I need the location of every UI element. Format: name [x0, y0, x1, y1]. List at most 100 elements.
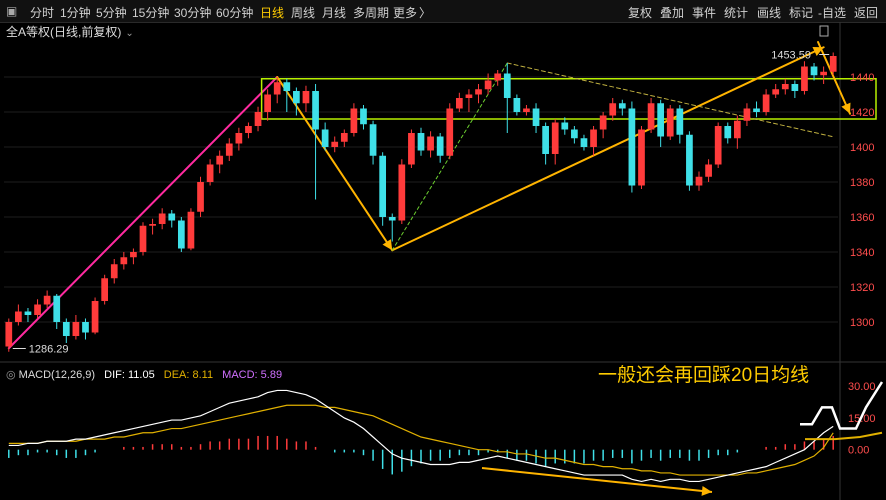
candle-body: [820, 71, 827, 76]
timeframe-7[interactable]: 周线: [291, 6, 316, 20]
candle: [43, 290, 51, 308]
candle-body: [733, 120, 741, 139]
candle: [638, 126, 645, 189]
candle: [820, 66, 827, 84]
forecast-arrow-head[interactable]: [841, 102, 851, 114]
macd-hist-value: MACD: 5.89: [222, 369, 283, 381]
candle: [340, 129, 348, 147]
candle: [24, 308, 32, 322]
candle: [369, 120, 377, 165]
price-tick-label: 1360: [850, 212, 874, 224]
forecast-arrow-line[interactable]: [817, 41, 851, 115]
timeframe-1[interactable]: 1分钟: [60, 6, 91, 20]
chevron-down-icon[interactable]: ⌄: [125, 28, 134, 39]
candle-body: [762, 94, 770, 112]
candle-body: [321, 129, 329, 147]
candle: [254, 106, 262, 132]
candle-body: [168, 213, 176, 221]
candle-body: [829, 56, 837, 72]
candle-body: [436, 136, 444, 156]
toolbar-button-0[interactable]: 复权: [628, 6, 653, 20]
candle-body: [724, 126, 732, 139]
annotation-overlays[interactable]: 1453.59 1286.29: [12, 50, 830, 356]
divergence-arrow-head[interactable]: [701, 485, 712, 496]
candle-body: [408, 133, 415, 165]
timeframe-3[interactable]: 15分钟: [132, 6, 170, 20]
candle: [571, 126, 578, 144]
chart-title-legend[interactable]: 全A等权(日线,前复权) ⌄: [6, 23, 134, 40]
toolbar-button-4[interactable]: 画线: [757, 6, 782, 20]
candle-body: [5, 322, 13, 347]
candle: [436, 133, 444, 163]
candle: [762, 89, 770, 116]
more-arrow-icon[interactable]: 〉: [419, 6, 432, 20]
drop-arrow-head[interactable]: [382, 239, 393, 251]
timeframe-10[interactable]: 更多: [393, 6, 418, 20]
high-price-label: 1453.59: [771, 50, 811, 62]
candle: [695, 171, 703, 191]
price-axis: 1440 1420 1400 1380 1360 1340 1320 1300: [850, 72, 874, 329]
candle-body: [177, 220, 185, 249]
period-toolbar: 分时 1分钟 5分钟 15分钟 30分钟 60分钟 日线 周线 月线 多周期 更多〉 ▣ 复权 叠加 事件统…: [0, 0, 886, 23]
toolbar-button-5[interactable]: 标记: [789, 6, 814, 20]
candle: [91, 297, 99, 335]
candle: [724, 122, 732, 144]
macd-menu-icon[interactable]: ◎: [6, 369, 16, 381]
candle: [772, 84, 780, 98]
candle: [446, 103, 454, 160]
candle-body: [101, 278, 109, 301]
candle-body: [245, 126, 252, 133]
rise-arrow-line[interactable]: [391, 46, 825, 252]
toolbar-button-7[interactable]: 返回: [854, 6, 879, 20]
chart-canvas[interactable]: 1453.59 1286.29 1440142014001380136013401…: [0, 22, 886, 500]
toolbar-button-1[interactable]: 叠加: [660, 6, 685, 20]
candle: [5, 318, 13, 352]
timeframe-0[interactable]: 分时: [30, 6, 55, 20]
candle-body: [206, 164, 214, 182]
toolbar-button-6[interactable]: -自选: [818, 6, 846, 20]
timeframe-8[interactable]: 月线: [322, 6, 347, 20]
magenta-trendline[interactable]: [7, 76, 279, 350]
toolbar-button-2[interactable]: 事件: [692, 6, 717, 20]
macd-tick-label: 30.00: [848, 381, 876, 393]
forecast-marker[interactable]: [819, 25, 829, 37]
candle-body: [810, 66, 818, 76]
candle: [801, 61, 808, 95]
macd-tick-label: 0.00: [848, 445, 869, 457]
candle: [561, 117, 569, 135]
candle-body: [657, 103, 665, 137]
candle-body: [542, 126, 549, 154]
candle: [168, 210, 176, 228]
consolidation-box[interactable]: [260, 78, 877, 120]
candle: [781, 78, 789, 95]
low-price-label: 1286.29: [29, 344, 69, 356]
window-menu-icon[interactable]: ▣: [6, 4, 18, 18]
divergence-arrow-line[interactable]: [481, 467, 713, 493]
candle-body: [235, 133, 243, 144]
candle-body: [91, 301, 99, 333]
candle: [686, 131, 693, 191]
candle: [810, 63, 818, 81]
macd-legend: ◎ MACD(12,26,9) DIF: 11.05 DEA: 8.11 MAC…: [6, 368, 282, 381]
candle-body: [72, 322, 80, 336]
dea-forecast-line[interactable]: [805, 431, 883, 441]
timeframe-5[interactable]: 60分钟: [216, 6, 254, 20]
user-drawings[interactable]: [7, 25, 877, 350]
toolbar-button-3[interactable]: 统计: [724, 6, 749, 20]
candle: [350, 103, 358, 137]
timeframe-6[interactable]: 日线: [260, 6, 285, 20]
timeframe-4[interactable]: 30分钟: [174, 6, 212, 20]
candle: [743, 103, 751, 126]
candle: [187, 208, 195, 251]
dif-forecast-line[interactable]: [800, 381, 884, 430]
candle-body: [580, 138, 588, 147]
candle-body: [714, 126, 722, 165]
candle: [753, 101, 760, 118]
dashed-resistance-line[interactable]: [506, 62, 833, 137]
price-tick-label: 1300: [850, 317, 874, 329]
candle-body: [273, 82, 281, 95]
candle-body: [618, 103, 626, 109]
candle-body: [24, 311, 32, 315]
timeframe-2[interactable]: 5分钟: [96, 6, 127, 20]
timeframe-9[interactable]: 多周期: [353, 6, 390, 20]
